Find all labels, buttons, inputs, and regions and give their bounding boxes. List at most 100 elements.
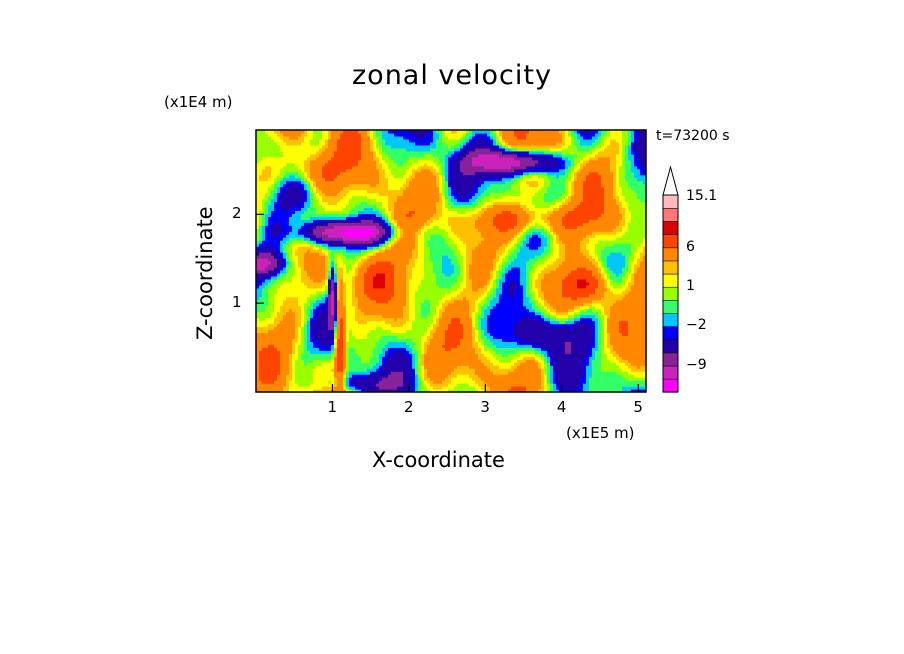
contour-cell (352, 207, 356, 211)
contour-cell (301, 353, 305, 357)
contour-cell (301, 255, 305, 259)
contour-cell (319, 135, 323, 140)
contour-cell (301, 296, 305, 301)
contour-cell (367, 147, 371, 152)
contour-cell (316, 204, 320, 209)
contour-cell (268, 380, 272, 384)
contour-cell (277, 249, 281, 253)
contour-cell (340, 371, 344, 375)
contour-cell (277, 144, 281, 149)
contour-cell (367, 252, 371, 256)
contour-cell (298, 261, 302, 265)
contour-cell (373, 168, 377, 173)
contour-cell (331, 216, 335, 220)
contour-cell (286, 377, 290, 381)
contour-cell (337, 186, 341, 191)
contour-cell (277, 362, 281, 366)
contour-cell (361, 368, 365, 372)
contour-cell (304, 278, 308, 283)
contour-cell (319, 192, 323, 197)
contour-cell (346, 243, 350, 247)
contour-cell (334, 341, 338, 345)
contour-cell (262, 222, 266, 226)
contour-cell (295, 380, 299, 384)
contour-cell (280, 263, 284, 268)
contour-cell (274, 302, 278, 307)
contour-cell (370, 386, 374, 390)
contour-cell (352, 371, 356, 375)
contour-cell (280, 305, 284, 310)
contour-cell (379, 141, 383, 146)
contour-cell (256, 308, 260, 313)
contour-cell (283, 353, 287, 357)
contour-cell (352, 156, 356, 161)
contour-cell (280, 213, 284, 217)
contour-cell (271, 168, 275, 173)
contour-cell (322, 255, 326, 259)
contour-cell (295, 347, 299, 351)
contour-cell (379, 237, 383, 241)
contour-cell (295, 314, 299, 319)
contour-cell (307, 237, 311, 241)
contour-cell (379, 347, 383, 351)
contour-cell (259, 246, 263, 250)
contour-cell (268, 263, 272, 268)
contour-cell (376, 165, 380, 170)
contour-cell (289, 380, 293, 384)
contour-cell (265, 263, 269, 268)
contour-cell (283, 323, 287, 328)
contour-cell (361, 290, 365, 295)
contour-cell (382, 138, 386, 143)
contour-cell (322, 216, 326, 220)
contour-cell (334, 180, 338, 185)
contour-cell (352, 362, 356, 366)
contour-cell (334, 287, 338, 292)
contour-cell (283, 371, 287, 375)
contour-cell (361, 135, 365, 140)
contour-cell (319, 371, 323, 375)
contour-cell (340, 362, 344, 366)
contour-cell (352, 189, 356, 194)
contour-cell (325, 263, 329, 268)
contour-cell (373, 228, 377, 232)
contour-cell (283, 311, 287, 316)
contour-cell (274, 320, 278, 325)
contour-cell (346, 326, 350, 331)
contour-cell (280, 311, 284, 316)
contour-cell (316, 192, 320, 197)
contour-cell (295, 326, 299, 331)
contour-cell (256, 180, 260, 185)
contour-cell (274, 365, 278, 369)
contour-cell (259, 156, 263, 161)
contour-cell (271, 234, 275, 238)
contour-cell (331, 138, 335, 143)
contour-cell (265, 156, 269, 161)
contour-cell (301, 374, 305, 378)
contour-cell (259, 234, 263, 238)
contour-cell (343, 320, 347, 325)
contour-cell (367, 281, 371, 286)
contour-cell (280, 130, 284, 134)
contour-cell (355, 296, 359, 301)
contour-cell (370, 275, 374, 280)
contour-cell (355, 141, 359, 146)
contour-cell (334, 165, 338, 170)
contour-cell (328, 287, 332, 292)
contour-cell (262, 159, 266, 164)
contour-cell (379, 317, 383, 322)
contour-cell (376, 153, 380, 158)
contour-cell (289, 234, 293, 238)
contour-cell (316, 269, 320, 274)
contour-cell (304, 213, 308, 217)
contour-cell (304, 144, 308, 149)
contour-cell (316, 263, 320, 268)
contour-cell (364, 243, 368, 247)
contour-cell (346, 311, 350, 316)
contour-cell (382, 201, 386, 206)
contour-cell (382, 180, 386, 185)
contour-cell (286, 183, 290, 188)
contour-cell (292, 198, 296, 203)
contour-cell (343, 183, 347, 188)
contour-cell (376, 174, 380, 179)
contour-cell (262, 389, 266, 392)
